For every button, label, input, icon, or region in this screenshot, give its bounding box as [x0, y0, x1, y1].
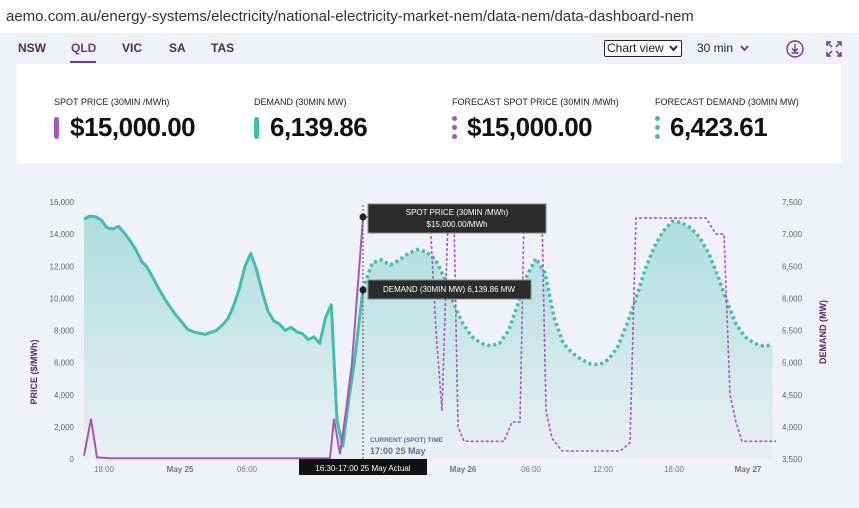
forecast-demand-label: FORECAST DEMAND (30MIN MW) [655, 97, 799, 107]
tab-nsw[interactable]: NSW [18, 41, 46, 55]
x-tick-label: May 26 [450, 465, 477, 474]
left-tick-label: 12,000 [50, 262, 75, 271]
demand-value: 6,139.86 [270, 112, 368, 142]
x-tick-label: 18:00 [94, 465, 115, 474]
left-tick-label: 4,000 [54, 391, 75, 400]
download-icon[interactable] [786, 40, 804, 58]
chevron-down-icon [669, 45, 678, 52]
x-tick-label: May 25 [167, 465, 194, 474]
x-tick-label: May 27 [735, 465, 762, 474]
forecast-spot-price-marker [452, 116, 457, 140]
demand-line [83, 214, 365, 448]
right-tick-label: 4,000 [782, 423, 803, 432]
demand-area-fill [84, 216, 363, 459]
chart-view-label: Chart view [607, 41, 664, 55]
spot-price-line [83, 218, 364, 460]
actual-badge [299, 459, 427, 477]
fullscreen-icon[interactable] [826, 41, 842, 57]
browser-address-bar[interactable]: aemo.com.au/energy-systems/electricity/n… [0, 0, 859, 34]
left-tick-label: 8,000 [54, 327, 75, 336]
forecast-demand-line [361, 219, 773, 367]
right-axis-label: DEMAND (MW) [818, 300, 828, 364]
demand-area [84, 216, 773, 459]
forecast-spot-price-value: $15,000.00 [467, 112, 593, 142]
left-tick-label: 14,000 [50, 230, 75, 239]
left-axis-label: PRICE ($/MWh) [29, 340, 39, 405]
demand-tooltip-text: DEMAND (30MIN MW) 6,139.86 MW [383, 285, 515, 294]
actual-badge-text: 16:30-17:00 25 May Actual [315, 464, 410, 473]
x-tick-label: 06:00 [237, 465, 258, 474]
tab-qld[interactable]: QLD [71, 41, 97, 55]
chart-view-select[interactable]: Chart view [604, 40, 682, 57]
x-tick-label: 12:00 [593, 465, 614, 474]
tab-sa[interactable]: SA [169, 41, 186, 55]
active-tab-indicator [70, 61, 96, 63]
tab-tas[interactable]: TAS [211, 41, 235, 55]
demand-point [359, 286, 367, 294]
current-time-value: 17:00 25 May [370, 446, 426, 456]
spot-price-marker [54, 117, 59, 139]
left-tick-label: 16,000 [50, 198, 75, 207]
url-text[interactable]: aemo.com.au/energy-systems/electricity/n… [6, 8, 694, 25]
right-tick-label: 6,500 [782, 262, 803, 271]
left-tick-label: 0 [70, 455, 75, 464]
right-tick-label: 4,500 [782, 391, 803, 400]
region-tabs: NSW QLD VIC SA TAS Chart view 30 min [0, 33, 859, 63]
interval-select[interactable]: 30 min [697, 41, 750, 55]
price-tooltip-value: $15,000.00/MWh [427, 220, 488, 229]
forecast-demand-marker [655, 116, 660, 140]
left-tick-label: 2,000 [54, 423, 75, 432]
price-tooltip-title: SPOT PRICE (30MIN /MWh) [406, 208, 509, 217]
right-tick-label: 3,500 [782, 455, 803, 464]
x-tick-label: 18:00 [664, 465, 685, 474]
right-tick-label: 6,000 [782, 294, 803, 303]
price-tooltip [367, 203, 547, 234]
forecast-demand-value: 6,423.61 [670, 112, 768, 142]
summary-card: SPOT PRICE (30MIN /MWh) $15,000.00 DEMAN… [17, 64, 841, 163]
demand-marker [254, 117, 259, 139]
chevron-down-icon [740, 45, 750, 52]
demand-label: DEMAND (30MIN MW) [254, 97, 347, 107]
price-demand-chart[interactable]: 16,000 14,000 12,000 10,000 8,000 6,000 4,000 2… [0, 150, 859, 477]
right-tick-label: 7,500 [782, 198, 803, 207]
tab-vic[interactable]: VIC [122, 41, 143, 55]
interval-label: 30 min [697, 41, 734, 55]
right-tick-label: 5,500 [782, 327, 803, 336]
current-time-label: CURRENT (SPOT) TIME [370, 437, 444, 444]
spot-price-label: SPOT PRICE (30MIN /MWh) [54, 97, 170, 107]
x-tick-label: 06:00 [521, 465, 542, 474]
left-tick-label: 6,000 [54, 359, 75, 368]
demand-tooltip [367, 279, 532, 300]
forecast-demand-area [363, 221, 773, 459]
forecast-spot-price-label: FORECAST SPOT PRICE (30MIN /MWh) [452, 97, 619, 107]
right-tick-label: 7,000 [782, 230, 803, 239]
left-tick-label: 10,000 [50, 294, 75, 303]
chart-svg[interactable]: 16,000 14,000 12,000 10,000 8,000 6,000 4,000 2… [0, 150, 859, 477]
right-tick-label: 5,000 [782, 359, 803, 368]
spot-price-value: $15,000.00 [70, 112, 196, 142]
